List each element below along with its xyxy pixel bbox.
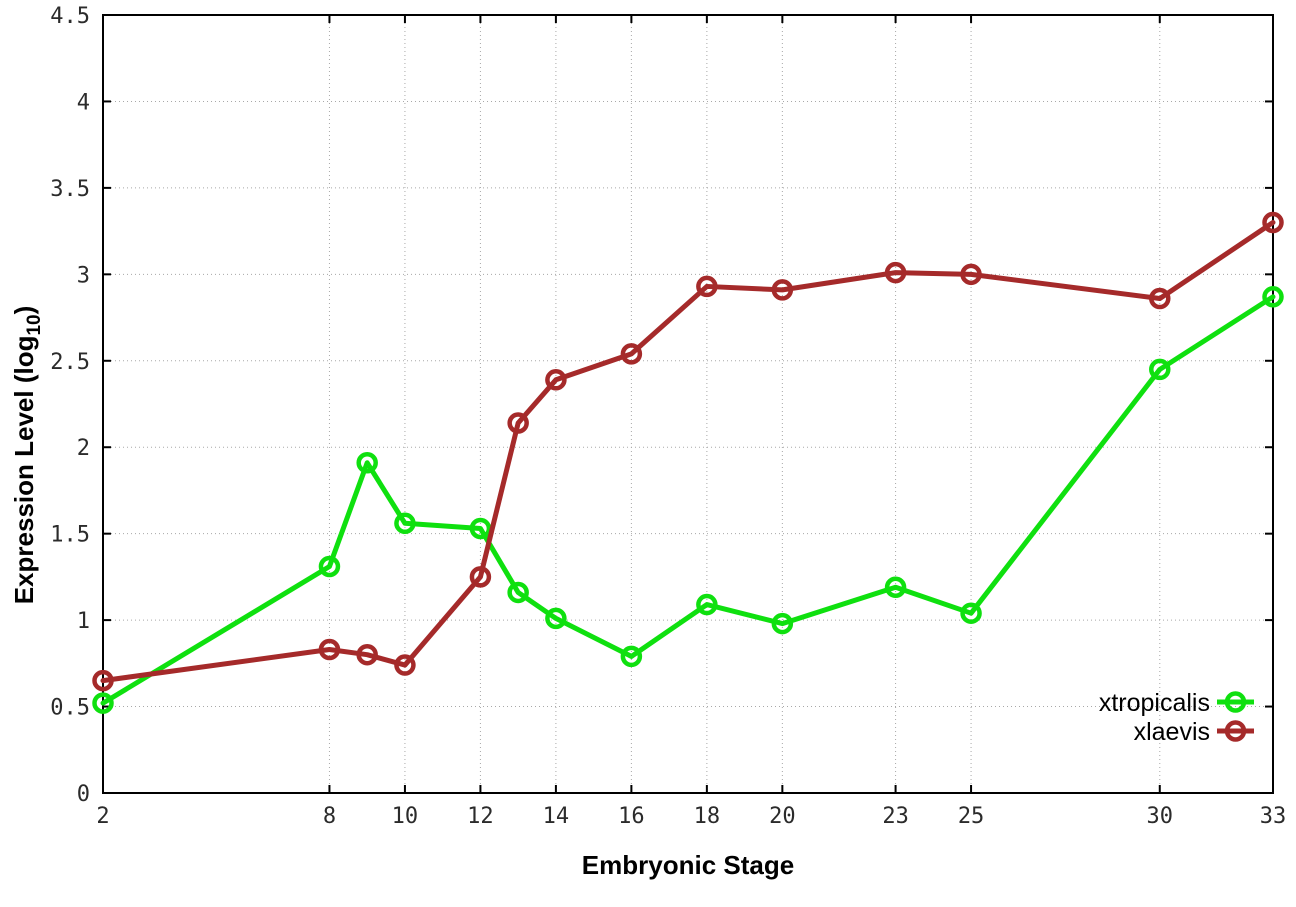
legend-sample-marker-xlaevis [1224, 720, 1247, 742]
y-tick-labels: 0 0.5 1 1.5 2 2.5 3 3.5 4 4.5 [50, 4, 90, 807]
y-tick-label: 4 [77, 90, 90, 115]
y-tick-label: 1 [77, 609, 90, 634]
data-point-marker-xtropicalis [394, 512, 416, 535]
y-tick-label: 4.5 [50, 4, 90, 29]
data-point-marker-xtropicalis [356, 452, 378, 474]
data-point-marker-xlaevis [318, 638, 341, 661]
y-tick-label: 3 [77, 263, 90, 288]
data-point-marker-xlaevis [394, 654, 416, 676]
data-point-marker-xlaevis [469, 566, 492, 588]
data-point-marker-xlaevis [545, 369, 567, 391]
plot-border [102, 14, 1274, 794]
data-point-marker-xtropicalis [1149, 358, 1171, 381]
x-tick-label: 25 [958, 804, 985, 829]
legend-label-xlaevis: xlaevis [1134, 718, 1210, 746]
y-tick-label: 2 [77, 436, 90, 461]
series-line-xtropicalis [100, 294, 1276, 706]
x-tick-label: 2 [96, 804, 109, 829]
data-point-marker-xlaevis [1262, 211, 1284, 234]
x-axis-title: Embryonic Stage [582, 850, 794, 880]
data-point-marker-xtropicalis [92, 692, 114, 714]
y-tick-label: 1.5 [50, 523, 90, 548]
legend-sample-marker-xtropicalis [1224, 691, 1247, 713]
x-tick-label: 14 [543, 804, 570, 829]
data-point-marker-xlaevis [771, 279, 794, 301]
x-tick-label: 20 [769, 804, 796, 829]
legend: xtropicalis xlaevis [1099, 689, 1254, 746]
data-point-marker-xtropicalis [620, 645, 643, 668]
x-tick-label: 10 [392, 804, 419, 829]
data-point-marker-xtropicalis [469, 517, 492, 540]
data-point-marker-xlaevis [92, 669, 114, 692]
x-tick-label: 18 [694, 804, 721, 829]
data-point-marker-xtropicalis [696, 593, 718, 616]
x-tick-label: 33 [1260, 804, 1287, 829]
x-tick-label: 23 [882, 804, 909, 829]
y-axis-title: Expression Level (log10) [9, 306, 45, 605]
legend-item-xlaevis: xlaevis [1134, 718, 1254, 746]
y-tick-label: 3.5 [50, 177, 90, 202]
data-point-marker-xtropicalis [318, 555, 341, 578]
data-point-marker-xtropicalis [1262, 286, 1284, 308]
y-tick-label: 0.5 [50, 696, 90, 721]
y-tick-label: 2.5 [50, 350, 90, 375]
y-axis-title-suffix: ) [9, 306, 39, 315]
data-point-marker-xtropicalis [960, 602, 982, 624]
y-axis-title-main: Expression Level (log [9, 336, 39, 605]
x-tick-label: 12 [467, 804, 494, 829]
data-point-marker-xlaevis [507, 412, 529, 434]
data-point-marker-xlaevis [960, 263, 982, 286]
y-axis-title-subscript: 10 [24, 314, 45, 335]
data-point-marker-xlaevis [620, 343, 643, 365]
legend-item-xtropicalis: xtropicalis [1099, 689, 1254, 717]
data-point-marker-xlaevis [696, 275, 718, 298]
x-tick-label: 16 [618, 804, 645, 829]
data-point-marker-xtropicalis [545, 607, 567, 630]
gridlines [103, 15, 1273, 793]
data-point-marker-xlaevis [356, 643, 378, 666]
data-point-marker-xlaevis [1149, 287, 1171, 310]
legend-label-xtropicalis: xtropicalis [1099, 689, 1210, 717]
x-tick-labels: 2 8 10 12 14 16 18 20 23 25 30 33 [96, 804, 1286, 829]
data-series [92, 211, 1284, 714]
y-tick-label: 0 [77, 782, 90, 807]
data-point-marker-xtropicalis [771, 612, 794, 635]
data-point-marker-xtropicalis [507, 581, 529, 604]
x-tick-label: 8 [323, 804, 336, 829]
x-tick-label: 30 [1147, 804, 1174, 829]
data-point-marker-xlaevis [884, 261, 907, 284]
data-point-marker-xtropicalis [884, 576, 907, 599]
axis-ticks [102, 14, 1274, 794]
